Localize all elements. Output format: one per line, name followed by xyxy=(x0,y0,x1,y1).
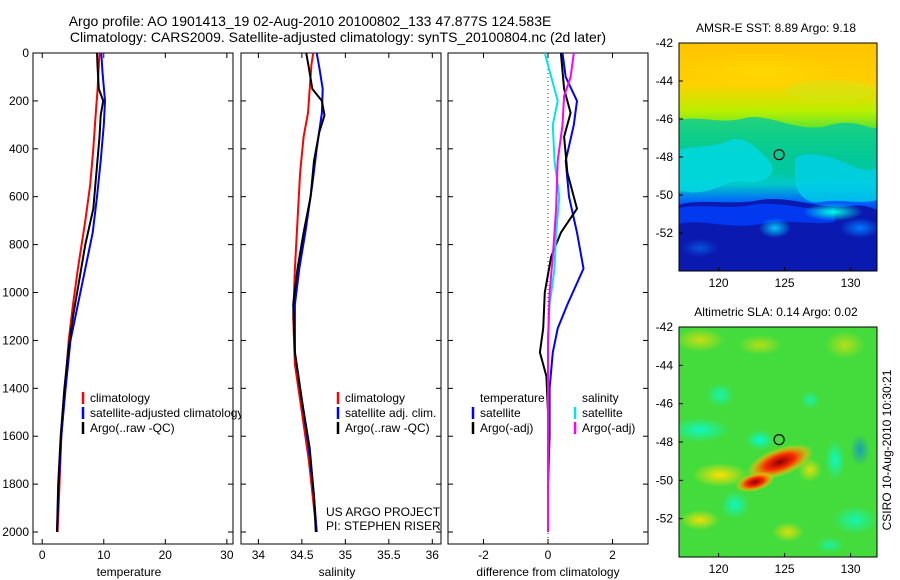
legend-label-satellite: satellite-adjusted climatology xyxy=(90,406,243,420)
salinity-legend: climatology satellite adj. clim. Argo(..… xyxy=(336,391,436,435)
legend-label-argo: Argo(..raw -QC) xyxy=(90,421,175,435)
temperature-xlabel: temperature xyxy=(97,565,162,579)
project-label: US ARGO PROJECT xyxy=(326,505,441,519)
legend-label-climatology: climatology xyxy=(345,391,405,405)
x-tick-label: 35.5 xyxy=(377,548,401,562)
x-tick-label: 10 xyxy=(97,548,111,562)
salinity-xlabel: salinity xyxy=(319,565,356,579)
x-tick-label: 36 xyxy=(426,548,440,562)
legend-label-temp-argo: Argo(-adj) xyxy=(480,421,533,435)
x-tick-label: 34.5 xyxy=(290,548,314,562)
y-tick-label: 800 xyxy=(9,238,29,252)
sla-map-title: Altimetric SLA: 0.14 Argo: 0.02 xyxy=(694,305,858,319)
map-y-tick-label: -52 xyxy=(656,512,674,526)
map-y-tick-label: -42 xyxy=(656,320,674,334)
y-tick-label: 200 xyxy=(9,94,29,108)
temperature-legend: climatology satellite-adjusted climatolo… xyxy=(81,391,243,435)
legend-label-temp-satellite: satellite xyxy=(480,406,521,420)
x-tick-label: 30 xyxy=(220,548,234,562)
sla-map-panel: Altimetric SLA: 0.14 Argo: 0.02 120 125 13… xyxy=(656,305,878,576)
map-y-tick-label: -50 xyxy=(656,473,674,487)
series-line-1-0 xyxy=(292,52,318,533)
map-y-tick-label: -52 xyxy=(656,226,674,240)
temperature-panel: 0 10 20 30 0 200 400 600 800 1000 1200 1400 1600 1800… xyxy=(2,46,243,579)
legend-heading-temperature: temperature xyxy=(480,391,545,405)
y-tick-label: 400 xyxy=(9,142,29,156)
map-x-tick-label: 120 xyxy=(709,562,729,576)
legend-label-argo: Argo(..raw -QC) xyxy=(345,421,430,435)
legend-heading-salinity: salinity xyxy=(582,391,619,405)
sst-heatmap xyxy=(679,43,877,271)
pi-label: PI: STEPHEN RISER xyxy=(326,519,441,533)
y-tick-label: 1800 xyxy=(2,477,29,491)
y-tick-label: 1400 xyxy=(2,381,29,395)
map-y-tick-label: -48 xyxy=(656,435,674,449)
map-x-tick-label: 125 xyxy=(775,276,795,290)
map-y-tick-label: -46 xyxy=(656,397,674,411)
y-tick-label: 600 xyxy=(9,190,29,204)
map-x-tick-label: 130 xyxy=(841,276,861,290)
sla-heatmap xyxy=(679,327,877,557)
y-tick-label: 1000 xyxy=(2,286,29,300)
map-y-tick-label: -44 xyxy=(656,74,674,88)
x-tick-label: 2 xyxy=(609,548,616,562)
map-y-tick-label: -44 xyxy=(656,358,674,372)
y-tick-label: 0 xyxy=(22,46,29,60)
x-tick-label: 35 xyxy=(339,548,353,562)
legend-label-satellite: satellite adj. clim. xyxy=(345,406,436,420)
legend-label-climatology: climatology xyxy=(90,391,150,405)
series-line-2-0 xyxy=(547,52,585,532)
map-x-tick-label: 125 xyxy=(775,562,795,576)
map-y-tick-label: -46 xyxy=(656,112,674,126)
timestamp-label: CSIRO 10-Aug-2010 10:30:21 xyxy=(880,369,894,530)
series-line-1-2 xyxy=(292,52,326,533)
map-x-tick-label: 120 xyxy=(709,276,729,290)
sla-argo-location-marker xyxy=(773,434,785,446)
sst-map-title: AMSR-E SST: 8.89 Argo: 9.18 xyxy=(696,21,856,35)
x-tick-label: 20 xyxy=(159,548,173,562)
figure-title: Argo profile: AO 1901413_19 02-Aug-2010 … xyxy=(69,13,552,29)
legend-label-sal-satellite: satellite xyxy=(582,406,623,420)
difference-panel: -2 0 2 difference from climatology tempera… xyxy=(447,52,649,579)
y-tick-label: 1600 xyxy=(2,429,29,443)
series-line-0-2 xyxy=(56,52,105,533)
legend-label-sal-argo: Argo(-adj) xyxy=(582,421,635,435)
x-tick-label: 0 xyxy=(39,548,46,562)
map-y-tick-label: -50 xyxy=(656,188,674,202)
x-tick-label: -2 xyxy=(478,548,489,562)
sst-map-panel: AMSR-E SST: 8.89 Argo: 9.18 120 125 130 -42… xyxy=(656,21,878,290)
map-y-tick-label: -48 xyxy=(656,150,674,164)
map-x-tick-label: 130 xyxy=(841,562,861,576)
difference-xlabel: difference from climatology xyxy=(476,565,619,579)
temperature-axes-box xyxy=(32,52,234,545)
map-y-tick-label: -42 xyxy=(656,36,674,50)
y-tick-label: 2000 xyxy=(2,525,29,539)
difference-legend: temperature satellite Argo(-adj) salinit… xyxy=(471,391,635,435)
salinity-panel: 34 34.5 35 35.5 36 salinity climatology sate… xyxy=(240,52,442,579)
x-tick-label: 34 xyxy=(252,548,266,562)
series-line-2-3 xyxy=(547,52,575,532)
x-tick-label: 0 xyxy=(545,548,552,562)
salinity-axes-box xyxy=(240,52,442,545)
y-tick-label: 1200 xyxy=(2,333,29,347)
sst-argo-location-marker xyxy=(773,149,785,161)
figure-subtitle: Climatology: CARS2009. Satellite-adjuste… xyxy=(70,29,606,45)
